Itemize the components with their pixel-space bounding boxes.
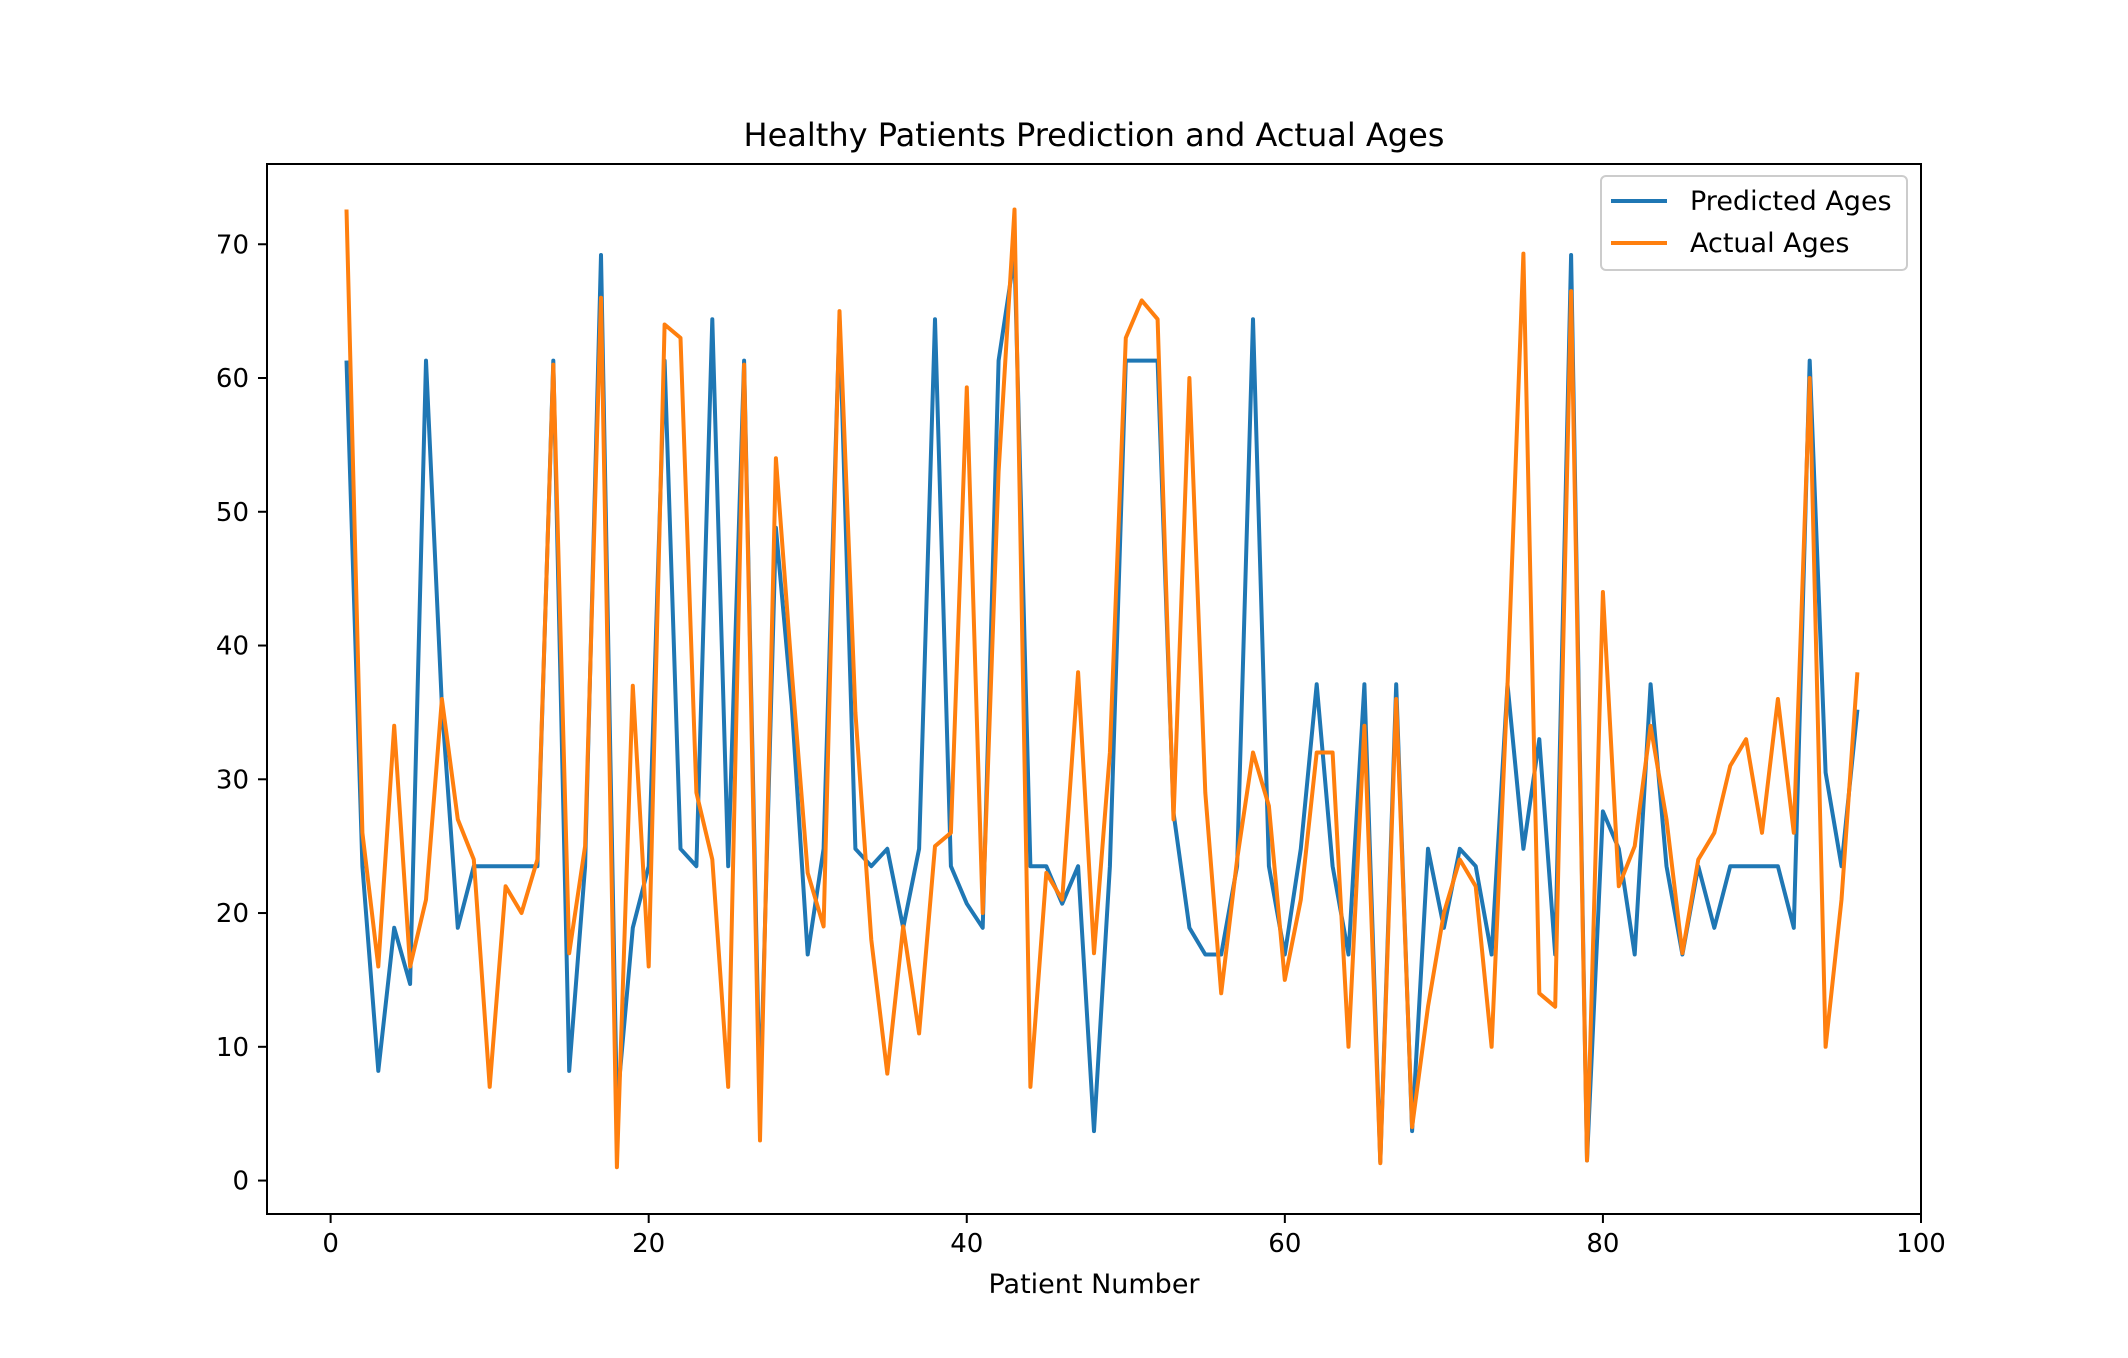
y-tick-label: 20 <box>216 899 249 929</box>
legend: Predicted Ages Actual Ages <box>1600 175 1908 271</box>
plot-area-background <box>267 164 1921 1214</box>
legend-box <box>1600 175 1908 271</box>
y-tick-label: 60 <box>216 364 249 394</box>
y-tick-label: 0 <box>232 1167 249 1197</box>
y-tick-label: 10 <box>216 1033 249 1063</box>
x-tick-label: 40 <box>950 1229 983 1259</box>
plot-frame <box>266 163 1922 1215</box>
y-tick-label: 70 <box>216 230 249 260</box>
x-tick-label: 100 <box>1896 1229 1946 1259</box>
y-axis: 0 10 20 30 40 50 60 70 <box>216 230 267 1197</box>
x-axis: 0 20 40 60 80 100 <box>322 1214 1946 1259</box>
series-line-actual-ages <box>344 207 1860 1170</box>
x-tick-label: 0 <box>322 1229 339 1259</box>
legend-label-actual-ages: Actual Ages <box>1690 228 1849 259</box>
series-layer <box>344 207 1860 1170</box>
legend-label-predicted-ages: Predicted Ages <box>1690 186 1892 217</box>
x-tick-label: 60 <box>1268 1229 1301 1259</box>
y-tick-label: 30 <box>216 765 249 795</box>
x-tick-label: 80 <box>1586 1229 1619 1259</box>
y-tick-label: 40 <box>216 632 249 662</box>
chart-title: Healthy Patients Prediction and Actual A… <box>744 116 1445 154</box>
y-tick-label: 50 <box>216 498 249 528</box>
x-axis-label: Patient Number <box>988 1269 1200 1300</box>
x-tick-label: 20 <box>632 1229 665 1259</box>
